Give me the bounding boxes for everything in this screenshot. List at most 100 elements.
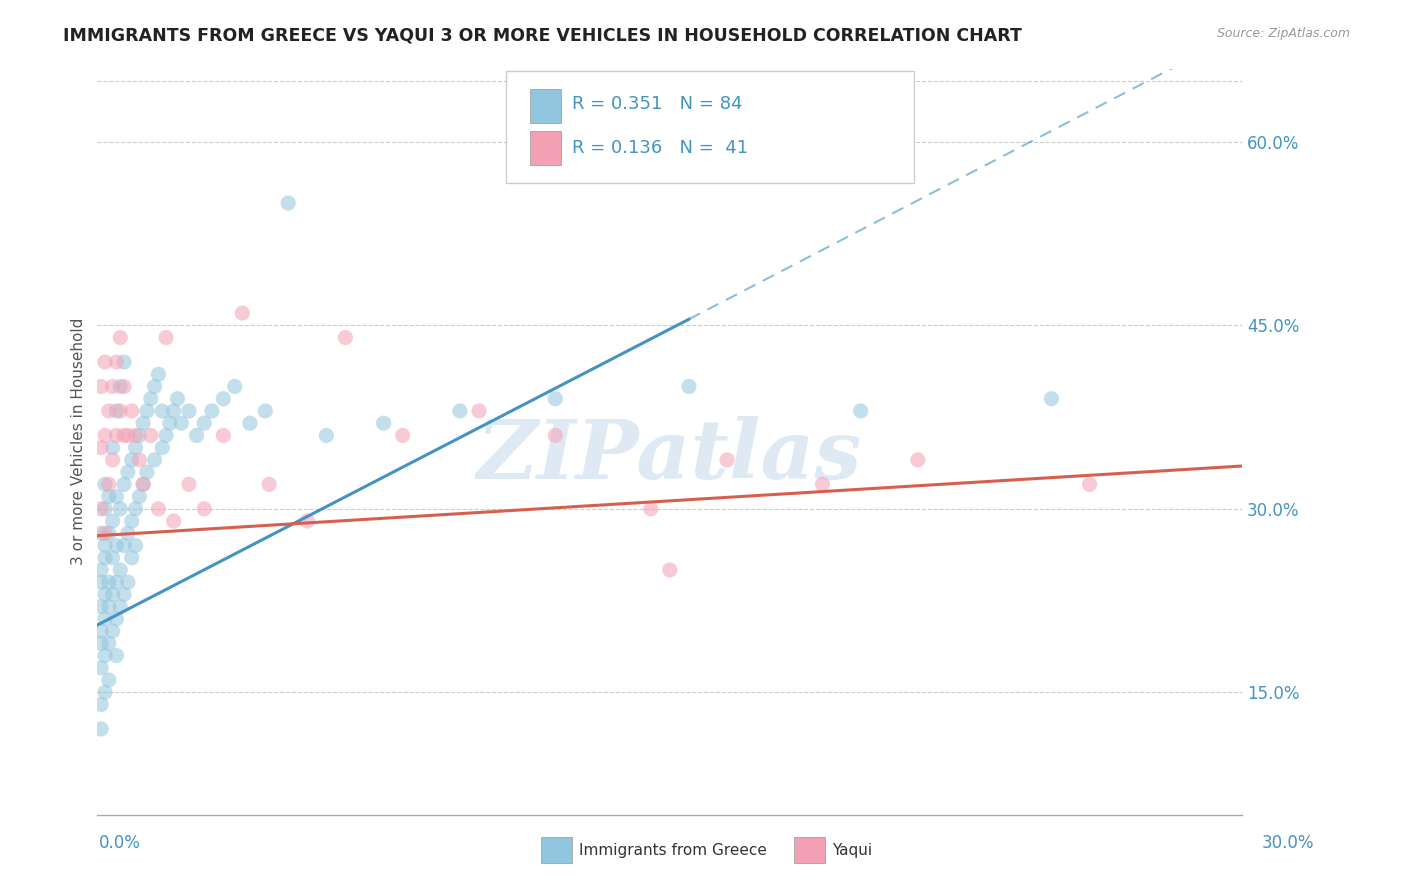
Point	[239, 416, 262, 430]
Point	[124, 441, 146, 455]
Point	[112, 587, 135, 601]
Point	[105, 428, 128, 442]
Point	[132, 477, 155, 491]
Point	[132, 477, 155, 491]
Point	[544, 392, 567, 406]
Point	[112, 539, 135, 553]
Point	[97, 599, 120, 614]
Point	[105, 648, 128, 663]
Point	[94, 612, 117, 626]
Point	[90, 722, 112, 736]
Point	[811, 477, 834, 491]
Point	[121, 453, 143, 467]
Point	[94, 685, 117, 699]
Point	[468, 404, 491, 418]
Point	[101, 514, 124, 528]
Y-axis label: 3 or more Vehicles in Household: 3 or more Vehicles in Household	[72, 318, 86, 566]
Point	[105, 490, 128, 504]
Point	[148, 368, 170, 382]
Point	[128, 490, 150, 504]
Point	[112, 355, 135, 369]
Point	[90, 563, 112, 577]
Point	[121, 514, 143, 528]
Point	[128, 453, 150, 467]
Point	[94, 526, 117, 541]
Text: Source: ZipAtlas.com: Source: ZipAtlas.com	[1216, 27, 1350, 40]
Point	[128, 428, 150, 442]
Point	[335, 330, 357, 344]
Point	[315, 428, 337, 442]
Point	[105, 575, 128, 590]
Point	[136, 404, 159, 418]
Point	[112, 428, 135, 442]
Point	[166, 392, 188, 406]
Point	[90, 698, 112, 712]
Point	[155, 330, 177, 344]
Point	[97, 477, 120, 491]
Point	[105, 539, 128, 553]
Text: Immigrants from Greece: Immigrants from Greece	[579, 843, 768, 857]
Point	[201, 404, 224, 418]
Point	[391, 428, 413, 442]
Point	[97, 490, 120, 504]
Point	[640, 501, 662, 516]
Point	[658, 563, 681, 577]
Point	[110, 404, 132, 418]
Point	[678, 379, 700, 393]
Point	[110, 563, 132, 577]
Point	[94, 648, 117, 663]
Point	[163, 404, 186, 418]
Point	[132, 416, 155, 430]
Point	[193, 416, 215, 430]
Point	[117, 575, 139, 590]
Point	[112, 477, 135, 491]
Point	[1078, 477, 1101, 491]
Point	[117, 465, 139, 479]
Point	[110, 599, 132, 614]
Point	[90, 526, 112, 541]
Text: ZIPatlas: ZIPatlas	[477, 417, 862, 497]
Point	[163, 514, 186, 528]
Text: 0.0%: 0.0%	[98, 834, 141, 852]
Point	[94, 501, 117, 516]
Point	[105, 404, 128, 418]
Point	[277, 196, 299, 211]
Point	[97, 404, 120, 418]
Text: Yaqui: Yaqui	[832, 843, 873, 857]
Point	[143, 453, 166, 467]
Point	[112, 379, 135, 393]
Point	[90, 624, 112, 639]
Point	[231, 306, 253, 320]
Point	[94, 539, 117, 553]
Point	[124, 539, 146, 553]
Point	[212, 428, 235, 442]
Point	[193, 501, 215, 516]
Point	[105, 612, 128, 626]
Point	[177, 477, 200, 491]
Point	[257, 477, 280, 491]
Point	[90, 575, 112, 590]
Point	[449, 404, 471, 418]
Point	[117, 428, 139, 442]
Point	[101, 624, 124, 639]
Point	[101, 550, 124, 565]
Point	[124, 501, 146, 516]
Text: R = 0.351   N = 84: R = 0.351 N = 84	[572, 95, 742, 113]
Point	[101, 587, 124, 601]
Point	[90, 441, 112, 455]
Point	[97, 636, 120, 650]
Point	[143, 379, 166, 393]
Point	[94, 355, 117, 369]
Point	[907, 453, 929, 467]
Point	[254, 404, 277, 418]
Point	[170, 416, 193, 430]
Point	[97, 526, 120, 541]
Point	[224, 379, 246, 393]
Point	[159, 416, 181, 430]
Text: R = 0.136   N =  41: R = 0.136 N = 41	[572, 139, 748, 157]
Point	[90, 379, 112, 393]
Point	[101, 453, 124, 467]
Point	[105, 355, 128, 369]
Point	[94, 587, 117, 601]
Point	[110, 330, 132, 344]
